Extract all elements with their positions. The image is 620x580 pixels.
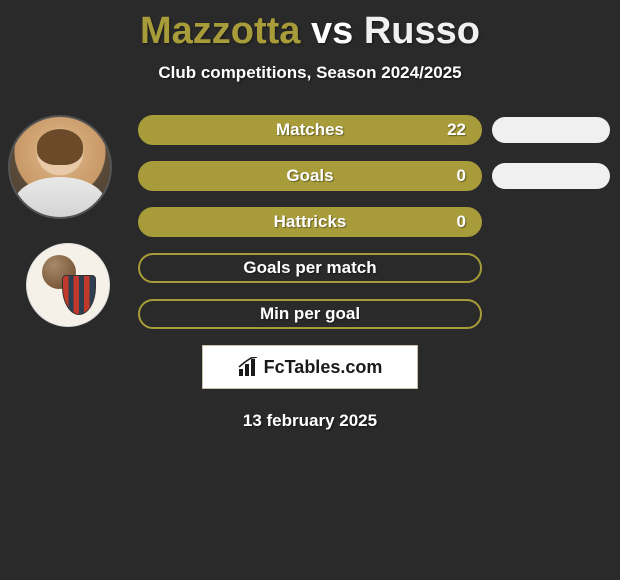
stat-bar-min-per-goal: Min per goal — [138, 299, 482, 329]
club-shield-icon — [62, 275, 96, 315]
right-bars-column — [492, 115, 610, 209]
stat-label: Goals — [286, 166, 333, 186]
stat-label: Hattricks — [274, 212, 347, 232]
stat-value: 0 — [457, 212, 466, 232]
fctables-logo-box: FcTables.com — [202, 345, 418, 389]
stat-bar-goals-per-match: Goals per match — [138, 253, 482, 283]
subtitle: Club competitions, Season 2024/2025 — [0, 63, 620, 83]
avatars-column — [8, 115, 128, 327]
title-right-name: Russo — [364, 10, 480, 52]
title-left-name: Mazzotta — [140, 10, 300, 52]
club-logo — [26, 243, 110, 327]
stat-label: Goals per match — [243, 258, 376, 278]
bars-chart-icon — [238, 357, 260, 377]
title-vs: vs — [311, 10, 353, 52]
stat-value: 22 — [447, 120, 466, 140]
stat-value: 0 — [457, 166, 466, 186]
left-bars-column: Matches 22 Goals 0 Hattricks 0 Goals per… — [138, 115, 482, 329]
stat-bar-hattricks: Hattricks 0 — [138, 207, 482, 237]
club-logo-inner — [36, 253, 100, 317]
right-stat-bar-1 — [492, 163, 610, 189]
stat-bar-goals: Goals 0 — [138, 161, 482, 191]
stat-label: Matches — [276, 120, 344, 140]
stat-label: Min per goal — [260, 304, 360, 324]
fctables-logo-text: FcTables.com — [264, 357, 383, 378]
stat-bar-matches: Matches 22 — [138, 115, 482, 145]
snapshot-date: 13 february 2025 — [0, 411, 620, 431]
player-avatar — [8, 115, 112, 219]
content-area: Matches 22 Goals 0 Hattricks 0 Goals per… — [0, 115, 620, 329]
page-title: Mazzotta vs Russo — [0, 0, 620, 53]
right-stat-bar-0 — [492, 117, 610, 143]
